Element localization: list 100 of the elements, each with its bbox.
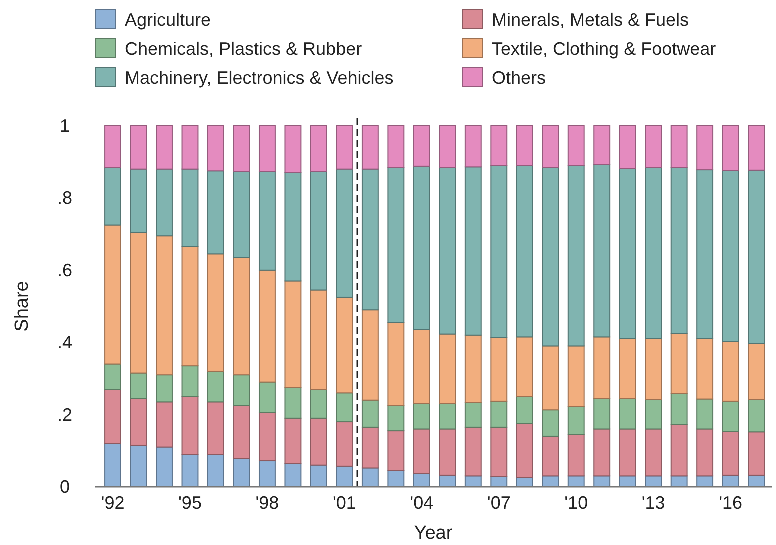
bar (722, 126, 740, 172)
bar (696, 428, 714, 477)
bar (464, 126, 482, 168)
bar (182, 454, 199, 488)
bar (336, 392, 354, 423)
bar (568, 406, 585, 436)
x-tick-label: '01 (332, 493, 356, 513)
bar (182, 396, 199, 456)
bar (258, 382, 276, 414)
bar (388, 322, 405, 406)
bar (258, 460, 276, 488)
bar (722, 400, 740, 432)
bar (490, 337, 508, 402)
bar (413, 126, 430, 167)
bar (748, 126, 766, 171)
bar (542, 126, 560, 168)
bar (645, 167, 662, 340)
bar (156, 236, 173, 376)
bar (748, 432, 766, 476)
bar (310, 464, 328, 488)
bar (258, 412, 276, 462)
bar (362, 468, 379, 488)
bar (208, 170, 224, 255)
bar (413, 403, 430, 430)
bar (594, 336, 611, 400)
bar (233, 171, 250, 258)
bar (516, 423, 534, 478)
bar (233, 405, 250, 460)
bar (258, 126, 276, 172)
x-axis-title: Year (414, 523, 454, 544)
x-tick-label: '13 (642, 493, 666, 513)
bar (130, 126, 148, 170)
legend-label: Chemicals, Plastics & Rubber (125, 39, 362, 59)
bar (439, 428, 456, 476)
bar (310, 171, 328, 291)
bar (362, 426, 379, 469)
bar (130, 372, 148, 400)
bar (388, 167, 405, 324)
bar (670, 393, 688, 426)
legend-label: Others (492, 68, 546, 88)
bar (233, 126, 250, 172)
bar (233, 458, 250, 488)
bar (594, 164, 611, 338)
x-tick-label: '92 (101, 493, 125, 513)
x-tick-label: '04 (410, 493, 434, 513)
bar (722, 431, 740, 476)
bar (568, 165, 585, 347)
bar (336, 126, 354, 170)
y-tick-label: .4 (57, 332, 73, 353)
bar (130, 444, 148, 488)
bar (362, 400, 379, 428)
bar (490, 126, 508, 166)
bar (645, 338, 662, 400)
bar (670, 167, 688, 334)
bar (336, 296, 354, 394)
bar (670, 333, 688, 394)
bar (748, 343, 766, 400)
bar (208, 126, 224, 172)
bar (156, 168, 173, 237)
legend-label: Machinery, Electronics & Vehicles (125, 68, 394, 88)
legend-label: Minerals, Metals & Fuels (492, 10, 690, 30)
bar (284, 418, 302, 464)
bar (413, 166, 430, 330)
bar (568, 346, 585, 407)
bar (645, 126, 662, 168)
bar (336, 168, 354, 298)
bar (696, 398, 714, 430)
bar (439, 126, 456, 168)
bar (722, 341, 740, 402)
bar (182, 246, 199, 367)
bar (696, 170, 714, 340)
bar (439, 167, 456, 335)
bar (645, 428, 662, 477)
x-tick-label: '98 (256, 493, 280, 513)
bar (336, 466, 354, 488)
bar (490, 165, 508, 338)
bar (336, 422, 354, 467)
y-axis-title: Share (12, 281, 33, 332)
bar (594, 428, 611, 477)
bar (388, 430, 405, 472)
bar (284, 126, 302, 174)
bar (156, 374, 173, 403)
bar (464, 166, 482, 336)
y-tick-label: .2 (57, 404, 73, 425)
bar (670, 424, 688, 477)
bar (594, 126, 611, 166)
bar (413, 329, 430, 404)
bar (310, 290, 328, 390)
bar (490, 400, 508, 428)
y-tick-label: .6 (57, 260, 73, 280)
bar (310, 126, 328, 172)
bar (104, 224, 122, 365)
bar (182, 366, 199, 398)
bar (464, 402, 482, 428)
bar (284, 387, 302, 419)
bar (258, 171, 276, 271)
y-tick-label: 0 (60, 477, 70, 497)
bar (156, 402, 173, 448)
x-tick-label: '10 (564, 493, 588, 513)
bar (130, 168, 148, 233)
